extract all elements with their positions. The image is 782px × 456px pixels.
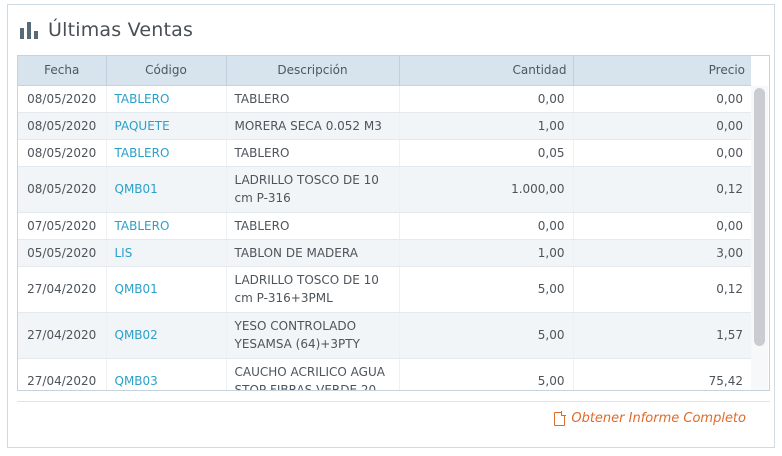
cell-precio: 0,12 bbox=[573, 266, 751, 313]
cell-cantidad: 1,00 bbox=[399, 112, 574, 140]
cell-fecha: 27/04/2020 bbox=[18, 266, 107, 313]
sales-table-container[interactable]: Fecha Código Descripción Cantidad Precio… bbox=[17, 55, 770, 391]
cell-cantidad: 1.000,00 bbox=[399, 166, 574, 213]
cell-fecha: 07/05/2020 bbox=[18, 212, 107, 240]
cell-precio: 0,00 bbox=[573, 212, 751, 240]
table-row[interactable]: 07/05/2020 TABLERO TABLERO 0,00 0,00 bbox=[18, 212, 751, 240]
cell-cantidad: 5,00 bbox=[399, 312, 574, 359]
cell-cantidad: 5,00 bbox=[399, 266, 574, 313]
cell-descripcion: TABLERO bbox=[226, 139, 400, 167]
column-header-descripcion[interactable]: Descripción bbox=[226, 56, 400, 86]
cell-codigo-link[interactable]: LIS bbox=[106, 239, 227, 267]
cell-cantidad: 1,00 bbox=[399, 239, 574, 267]
obtener-informe-label: Obtener Informe Completo bbox=[571, 411, 746, 426]
table-header-row: Fecha Código Descripción Cantidad Precio bbox=[18, 56, 751, 86]
vertical-scrollbar[interactable] bbox=[751, 86, 768, 390]
panel-header: Últimas Ventas bbox=[20, 17, 193, 43]
document-icon bbox=[554, 410, 567, 426]
cell-descripcion: MORERA SECA 0.052 M3 bbox=[226, 112, 400, 140]
table-row[interactable]: 27/04/2020 QMB02 YESO CONTROLADO YESAMSA… bbox=[18, 312, 751, 359]
cell-fecha: 27/04/2020 bbox=[18, 358, 107, 390]
table-row[interactable]: 27/04/2020 QMB01 LADRILLO TOSCO DE 10 cm… bbox=[18, 266, 751, 313]
cell-precio: 0,00 bbox=[573, 139, 751, 167]
cell-codigo-link[interactable]: QMB03 bbox=[106, 358, 227, 390]
cell-cantidad: 5,00 bbox=[399, 358, 574, 390]
cell-codigo-link[interactable]: TABLERO bbox=[106, 212, 227, 240]
cell-precio: 0,00 bbox=[573, 85, 751, 113]
cell-precio: 1,57 bbox=[573, 312, 751, 359]
cell-precio: 0,12 bbox=[573, 166, 751, 213]
footer-divider bbox=[17, 401, 770, 402]
cell-codigo-link[interactable]: TABLERO bbox=[106, 85, 227, 113]
cell-cantidad: 0,00 bbox=[399, 212, 574, 240]
table-row[interactable]: 08/05/2020 TABLERO TABLERO 0,05 0,00 bbox=[18, 139, 751, 167]
column-header-fecha[interactable]: Fecha bbox=[18, 56, 107, 86]
panel-title: Últimas Ventas bbox=[48, 19, 194, 41]
cell-descripcion: TABLERO bbox=[226, 85, 400, 113]
table-row[interactable]: 05/05/2020 LIS TABLON DE MADERA 1,00 3,0… bbox=[18, 239, 751, 267]
table-row[interactable]: 08/05/2020 TABLERO TABLERO 0,00 0,00 bbox=[18, 85, 751, 113]
cell-fecha: 05/05/2020 bbox=[18, 239, 107, 267]
cell-codigo-link[interactable]: QMB01 bbox=[106, 266, 227, 313]
cell-precio: 75,42 bbox=[573, 358, 751, 390]
cell-precio: 0,00 bbox=[573, 112, 751, 140]
cell-fecha: 08/05/2020 bbox=[18, 112, 107, 140]
bar-chart-icon bbox=[20, 21, 40, 39]
cell-cantidad: 0,05 bbox=[399, 139, 574, 167]
cell-codigo-link[interactable]: QMB01 bbox=[106, 166, 227, 213]
cell-cantidad: 0,00 bbox=[399, 85, 574, 113]
cell-codigo-link[interactable]: PAQUETE bbox=[106, 112, 227, 140]
cell-descripcion: TABLON DE MADERA bbox=[226, 239, 400, 267]
cell-fecha: 08/05/2020 bbox=[18, 166, 107, 213]
cell-descripcion: CAUCHO ACRILICO AGUA STOP FIBRAS VERDE 2… bbox=[226, 358, 400, 390]
ultimas-ventas-panel: Últimas Ventas Fecha Código Descripción … bbox=[7, 4, 775, 448]
cell-descripcion: LADRILLO TOSCO DE 10 cm P-316+3PML bbox=[226, 266, 400, 313]
cell-descripcion: TABLERO bbox=[226, 212, 400, 240]
cell-codigo-link[interactable]: TABLERO bbox=[106, 139, 227, 167]
table-row[interactable]: 27/04/2020 QMB03 CAUCHO ACRILICO AGUA ST… bbox=[18, 358, 751, 390]
cell-codigo-link[interactable]: QMB02 bbox=[106, 312, 227, 359]
cell-fecha: 08/05/2020 bbox=[18, 85, 107, 113]
table-row[interactable]: 08/05/2020 QMB01 LADRILLO TOSCO DE 10 cm… bbox=[18, 166, 751, 213]
obtener-informe-link[interactable]: Obtener Informe Completo bbox=[554, 410, 746, 426]
column-header-codigo[interactable]: Código bbox=[106, 56, 227, 86]
cell-descripcion: LADRILLO TOSCO DE 10 cm P-316 bbox=[226, 166, 400, 213]
cell-fecha: 08/05/2020 bbox=[18, 139, 107, 167]
column-header-precio[interactable]: Precio bbox=[573, 56, 751, 86]
column-header-cantidad[interactable]: Cantidad bbox=[399, 56, 574, 86]
cell-descripcion: YESO CONTROLADO YESAMSA (64)+3PTY bbox=[226, 312, 400, 359]
table-row[interactable]: 08/05/2020 PAQUETE MORERA SECA 0.052 M3 … bbox=[18, 112, 751, 140]
scrollbar-thumb[interactable] bbox=[754, 88, 765, 346]
cell-fecha: 27/04/2020 bbox=[18, 312, 107, 359]
sales-table: Fecha Código Descripción Cantidad Precio… bbox=[18, 56, 751, 390]
cell-precio: 3,00 bbox=[573, 239, 751, 267]
